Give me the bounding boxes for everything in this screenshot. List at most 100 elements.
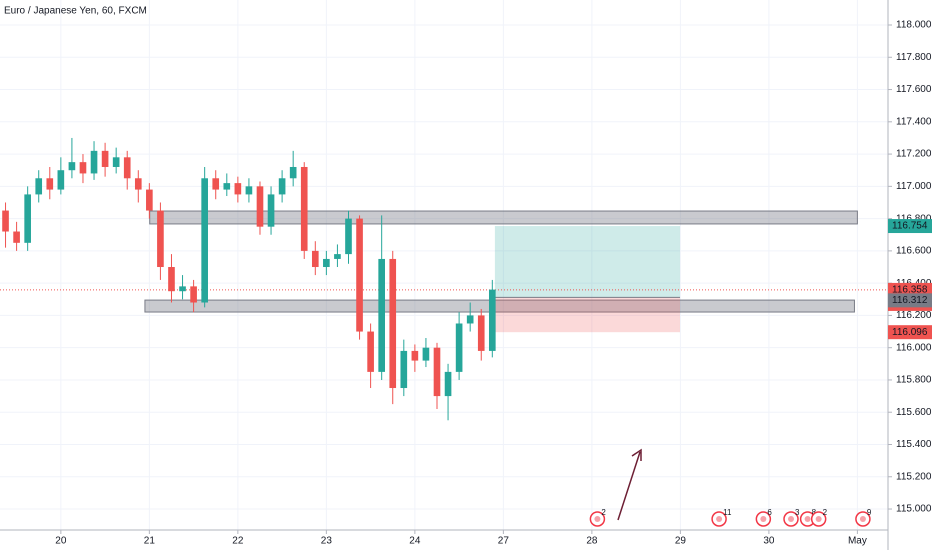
y-tick-label: 117.200 <box>896 149 932 160</box>
candle-body <box>334 254 341 259</box>
event-count: 8 <box>812 508 817 517</box>
candle-body <box>477 315 485 351</box>
candle-body <box>278 178 286 195</box>
candle-body <box>223 183 231 190</box>
arrow-head <box>631 448 642 461</box>
price-badge <box>888 219 932 234</box>
y-tick-label: 117.400 <box>896 116 932 127</box>
position-stop-area <box>494 297 681 333</box>
x-tick-label: 28 <box>586 536 598 547</box>
price-badge-label: 116.312 <box>892 295 928 306</box>
event-icon-dot <box>716 516 723 522</box>
candle-body <box>190 286 197 303</box>
y-tick-label: 117.600 <box>896 84 932 95</box>
x-tick-label: 22 <box>232 536 244 547</box>
candle-body <box>101 150 109 167</box>
y-tick-label: 115.400 <box>896 439 932 450</box>
candle-body <box>289 166 297 179</box>
x-tick-label: 27 <box>498 536 510 547</box>
chart-title: Euro / Japanese Yen, 60, FXCM <box>4 6 147 17</box>
candle-body <box>300 166 308 251</box>
x-tick-label: 24 <box>409 536 421 547</box>
support-resistance-zone <box>144 299 855 313</box>
candle-body <box>422 347 430 361</box>
x-tick-label: 20 <box>55 536 67 547</box>
candle-body <box>444 371 452 397</box>
candle-body <box>411 350 419 361</box>
candle-body <box>267 194 275 227</box>
y-tick-label: 116.200 <box>896 310 932 321</box>
y-tick-label: 116.600 <box>896 246 932 257</box>
candle-body <box>46 178 54 190</box>
candle-body <box>488 289 496 351</box>
event-count: 6 <box>767 508 772 517</box>
y-tick-label: 115.000 <box>896 504 932 515</box>
candle-body <box>311 250 319 268</box>
candle-body <box>466 315 474 324</box>
y-tick-label: 115.800 <box>896 375 932 386</box>
candle-body <box>389 258 397 389</box>
x-tick-label: 21 <box>144 536 156 547</box>
event-count: 9 <box>867 508 872 517</box>
price-badge-label: 116.754 <box>892 221 928 232</box>
y-tick-label: 117.800 <box>896 52 932 63</box>
x-tick-label: 23 <box>321 536 333 547</box>
support-resistance-zone <box>149 210 858 225</box>
event-icon-dot <box>859 516 866 522</box>
candle-body <box>24 194 31 243</box>
candle-body <box>400 350 408 389</box>
price-badge-label: 116.096 <box>892 327 928 338</box>
y-tick-label: 118.000 <box>896 20 932 31</box>
y-tick-label: 116.800 <box>896 213 932 224</box>
candle-body <box>123 157 131 179</box>
price-badge <box>888 293 932 308</box>
candle-body <box>112 157 120 167</box>
event-icon-dot <box>594 516 601 522</box>
event-count: 2 <box>601 508 606 517</box>
candle-body <box>2 210 9 232</box>
price-badge <box>888 325 932 340</box>
candle-body <box>367 331 374 372</box>
x-tick-label: 30 <box>763 536 775 547</box>
event-count: 11 <box>723 508 732 517</box>
candle-body <box>345 218 352 255</box>
candle-body <box>256 186 264 227</box>
candle-body <box>90 150 98 174</box>
event-count: 2 <box>823 508 828 517</box>
candle-body <box>57 170 65 190</box>
candle-body <box>455 323 463 372</box>
candle-body <box>378 258 385 372</box>
event-icon-dot <box>815 516 822 522</box>
candle-body <box>212 178 220 190</box>
candle-body <box>168 267 175 292</box>
candle-body <box>179 286 186 292</box>
price-badge-label: 116.358 <box>892 285 928 296</box>
event-icon-dot <box>804 516 811 522</box>
arrow-drawing <box>617 451 641 521</box>
event-count: 3 <box>795 508 800 517</box>
position-target-area <box>494 226 681 298</box>
candle-body <box>68 162 76 171</box>
event-icon-dot <box>788 516 795 522</box>
candle-body <box>79 162 87 174</box>
candle-body <box>234 183 242 195</box>
candle-body <box>245 186 253 195</box>
candle-body <box>433 347 441 397</box>
candle-body <box>323 258 330 268</box>
y-tick-label: 116.000 <box>896 342 932 353</box>
x-tick-label: May <box>848 536 867 547</box>
candle-body <box>356 218 363 332</box>
x-tick-label: 29 <box>675 536 687 547</box>
candle-body <box>146 189 153 211</box>
candle-body <box>157 210 164 268</box>
event-icon-dot <box>760 516 767 522</box>
candle-body <box>134 178 142 190</box>
candle-body <box>35 178 43 195</box>
candle-body <box>201 178 208 303</box>
y-tick-label: 117.000 <box>896 181 932 192</box>
y-tick-label: 115.600 <box>896 407 932 418</box>
y-tick-label: 115.200 <box>896 471 932 482</box>
candle-body <box>13 231 20 243</box>
